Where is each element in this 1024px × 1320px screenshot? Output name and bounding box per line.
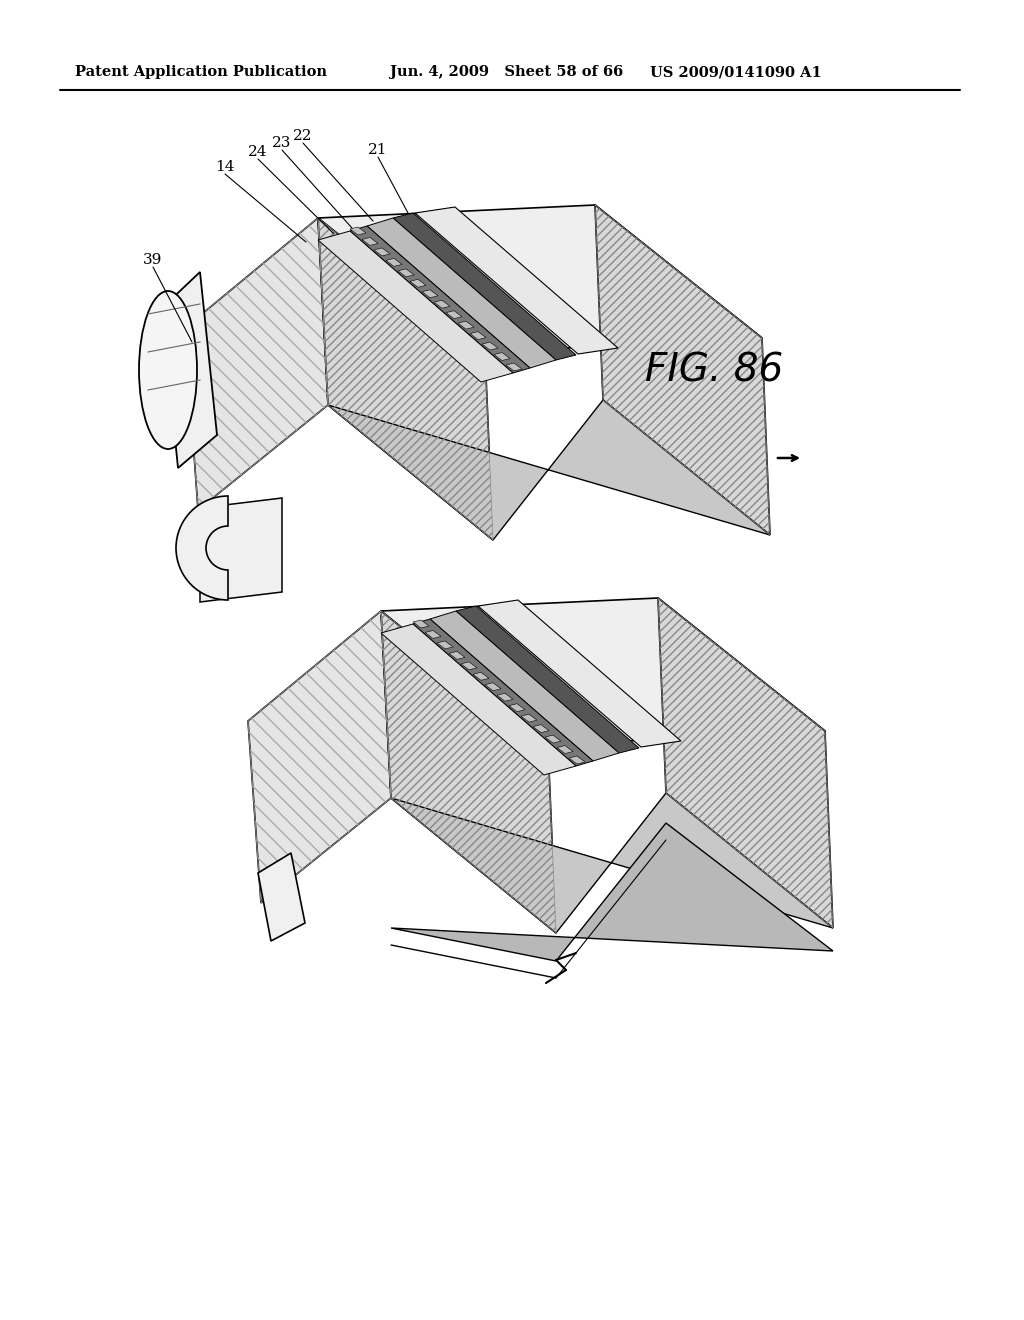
Polygon shape [430, 611, 618, 762]
Polygon shape [318, 231, 513, 381]
Polygon shape [456, 606, 639, 752]
Polygon shape [557, 746, 573, 754]
Polygon shape [415, 207, 618, 354]
Polygon shape [509, 704, 525, 711]
Text: Jun. 4, 2009   Sheet 58 of 66: Jun. 4, 2009 Sheet 58 of 66 [390, 65, 624, 79]
Polygon shape [434, 300, 450, 309]
Text: 21: 21 [369, 143, 388, 157]
Polygon shape [393, 213, 575, 360]
Text: Patent Application Publication: Patent Application Publication [75, 65, 327, 79]
Text: 22: 22 [293, 129, 312, 143]
Polygon shape [473, 672, 489, 680]
Polygon shape [413, 620, 429, 628]
Polygon shape [461, 661, 477, 669]
Polygon shape [374, 248, 390, 256]
Text: 24: 24 [248, 145, 267, 158]
Polygon shape [449, 651, 465, 660]
Text: US 2009/0141090 A1: US 2009/0141090 A1 [650, 65, 821, 79]
Polygon shape [494, 352, 510, 360]
Polygon shape [506, 363, 522, 371]
Polygon shape [318, 218, 493, 540]
Polygon shape [485, 682, 501, 690]
Polygon shape [437, 642, 453, 649]
Polygon shape [595, 205, 770, 535]
Text: 14: 14 [215, 160, 234, 174]
Polygon shape [350, 226, 530, 374]
Polygon shape [658, 598, 833, 928]
Polygon shape [413, 619, 593, 766]
Polygon shape [386, 259, 402, 267]
Polygon shape [482, 342, 498, 350]
Polygon shape [381, 611, 556, 933]
Polygon shape [478, 601, 681, 747]
Polygon shape [398, 269, 414, 277]
Polygon shape [569, 756, 585, 764]
Polygon shape [458, 321, 474, 329]
Text: 39: 39 [143, 253, 163, 267]
Text: 23: 23 [272, 136, 292, 150]
Polygon shape [318, 205, 762, 352]
Polygon shape [367, 218, 556, 368]
Text: FIG. 86: FIG. 86 [645, 351, 783, 389]
Polygon shape [446, 310, 462, 318]
Polygon shape [410, 280, 426, 288]
Polygon shape [350, 227, 366, 235]
Polygon shape [545, 735, 561, 743]
Polygon shape [422, 290, 438, 298]
Polygon shape [391, 822, 833, 961]
Polygon shape [328, 400, 770, 540]
Polygon shape [381, 598, 825, 744]
Polygon shape [534, 725, 549, 733]
Polygon shape [200, 498, 282, 602]
Ellipse shape [139, 290, 197, 449]
Polygon shape [425, 631, 441, 639]
Polygon shape [258, 853, 305, 941]
Polygon shape [248, 611, 391, 903]
Polygon shape [391, 793, 833, 933]
Polygon shape [521, 714, 537, 722]
Wedge shape [176, 496, 228, 601]
Polygon shape [381, 624, 575, 775]
Polygon shape [497, 693, 513, 701]
Polygon shape [362, 238, 378, 246]
Polygon shape [162, 272, 217, 469]
Polygon shape [185, 218, 328, 510]
Polygon shape [470, 331, 486, 339]
